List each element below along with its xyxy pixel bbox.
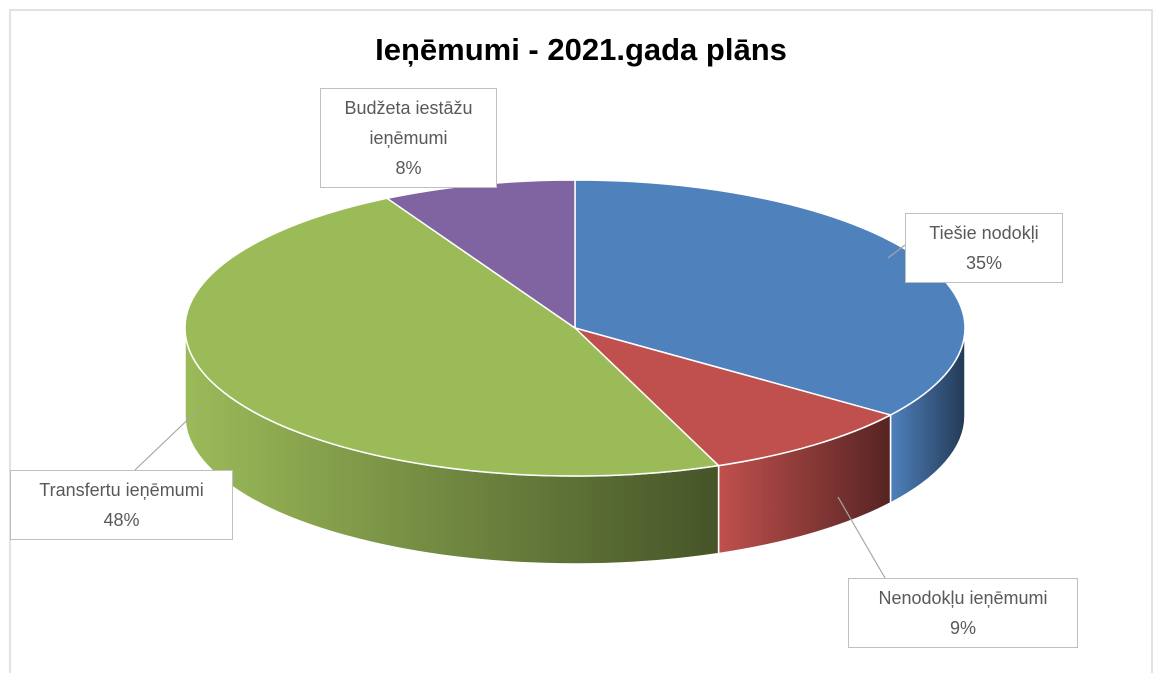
leader-line xyxy=(887,244,906,259)
leader-line xyxy=(837,496,886,579)
label-value: 9% xyxy=(949,618,976,638)
slice xyxy=(574,327,893,467)
data-label: Nenodokļu ieņēmumi 9% xyxy=(848,578,1078,648)
data-label: Tiešie nodokļi 35% xyxy=(905,213,1063,283)
chart-title: Ieņēmumi - 2021.gada plāns xyxy=(375,32,787,67)
label-category: Budžeta iestāžu ieņēmumi xyxy=(344,98,473,148)
label-category: Tiešie nodokļi xyxy=(929,223,1039,243)
leader-line xyxy=(134,407,201,471)
data-label: Budžeta iestāžu ieņēmumi 8% xyxy=(320,88,497,188)
label-category: Transfertu ieņēmumi xyxy=(39,480,204,500)
slice xyxy=(184,197,721,477)
label-value: 48% xyxy=(103,510,140,530)
label-category: Nenodokļu ieņēmumi xyxy=(878,588,1048,608)
data-label: Transfertu ieņēmumi 48% xyxy=(10,470,233,540)
label-value: 8% xyxy=(395,158,422,178)
label-value: 35% xyxy=(965,253,1003,273)
